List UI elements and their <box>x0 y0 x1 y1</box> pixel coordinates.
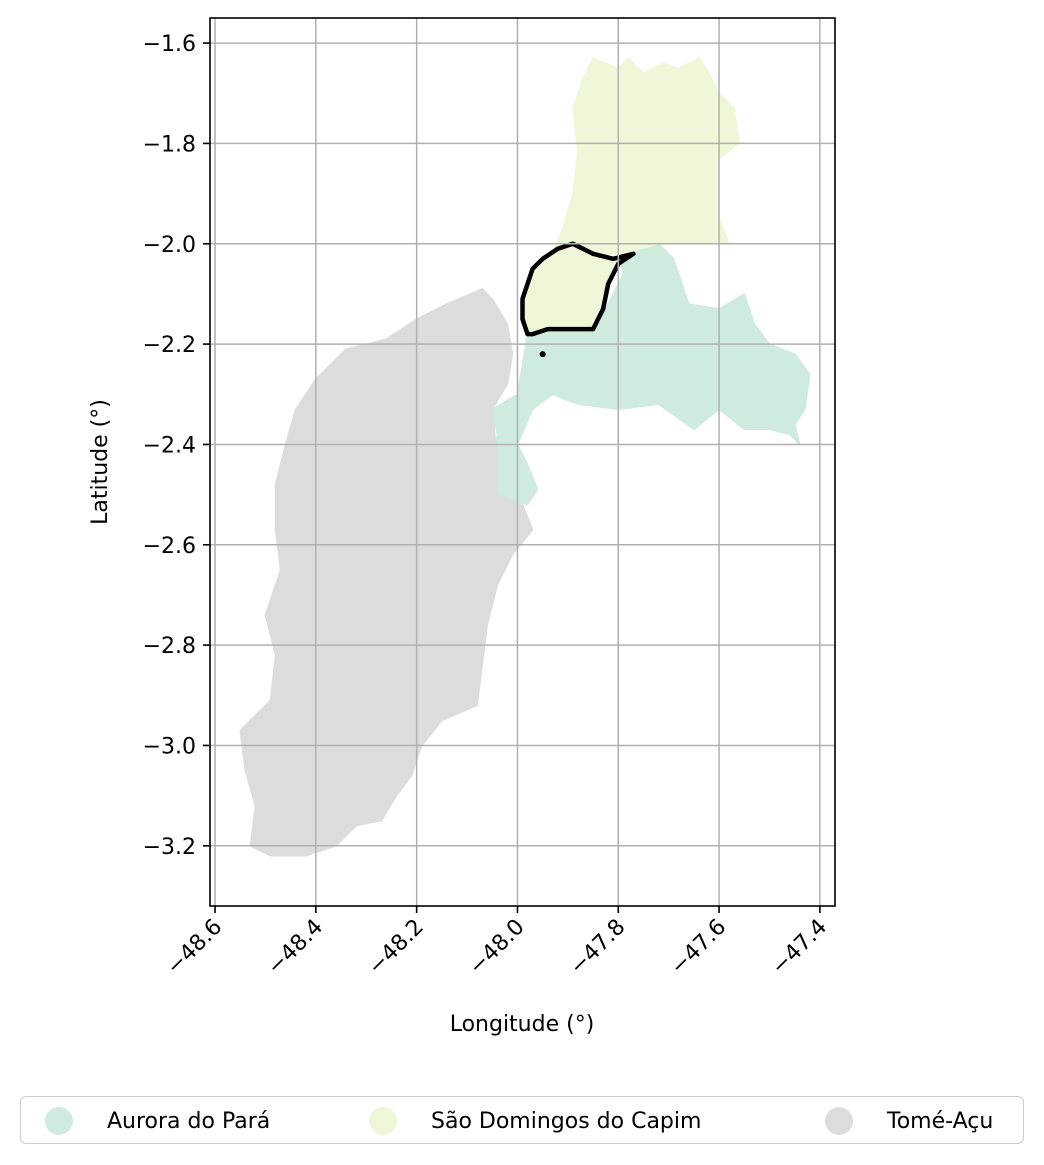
legend-marker-aurora-do-para <box>45 1107 73 1135</box>
x-tick-label-4: −47.8 <box>565 915 630 980</box>
highlight-dot <box>539 351 546 358</box>
y-tick-label-0: −1.6 <box>143 32 196 57</box>
legend-item-tome-acu: Tomé-Açu <box>825 1097 993 1145</box>
y-tick-label-5: −2.6 <box>143 534 196 559</box>
y-tick-label-1: −1.8 <box>143 132 196 157</box>
x-tick-label-2: −48.2 <box>364 915 429 980</box>
legend-marker-sao-domingos-do-capim <box>369 1107 397 1135</box>
y-tick-label-6: −2.8 <box>143 634 196 659</box>
legend-label-sao-domingos-do-capim: São Domingos do Capim <box>431 1108 702 1134</box>
y-tick-label-7: −3.0 <box>143 734 196 759</box>
legend-label-tome-acu: Tomé-Açu <box>887 1108 994 1134</box>
x-tick-label-6: −47.4 <box>767 915 832 980</box>
grid-layer <box>210 18 835 906</box>
map-figure: −48.6 −48.4 −48.2 −48.0 −47.8 −47.6 −47.4 −1.6 −… <box>88 17 836 1037</box>
y-tick-label-4: −2.4 <box>143 433 196 458</box>
x-tick-label-5: −47.6 <box>666 915 731 980</box>
y-tick-label-8: −3.2 <box>143 835 196 860</box>
legend-item-aurora-do-para: Aurora do Pará <box>45 1097 270 1145</box>
legend: Aurora do Pará São Domingos do Capim Tom… <box>20 1096 1024 1144</box>
x-tick-label-1: −48.4 <box>263 915 328 980</box>
x-axis-label: Longitude (°) <box>450 1012 595 1037</box>
y-axis-label: Latitude (°) <box>88 399 113 525</box>
x-tick-label-0: −48.6 <box>162 915 227 980</box>
highlight-layer <box>520 241 636 358</box>
legend-item-sao-domingos-do-capim: São Domingos do Capim <box>369 1097 701 1145</box>
y-tick-label-3: −2.2 <box>143 333 196 358</box>
region-tome-acu <box>239 288 534 857</box>
x-tick-label-3: −48.0 <box>464 915 529 980</box>
legend-marker-tome-acu <box>825 1107 853 1135</box>
legend-label-aurora-do-para: Aurora do Pará <box>107 1108 271 1134</box>
region-sao-domingos-do-capim <box>551 57 740 255</box>
y-tick-label-2: −2.0 <box>143 233 196 258</box>
highlight-outline <box>520 241 636 337</box>
plot-frame <box>209 17 836 907</box>
regions-layer <box>239 57 811 857</box>
